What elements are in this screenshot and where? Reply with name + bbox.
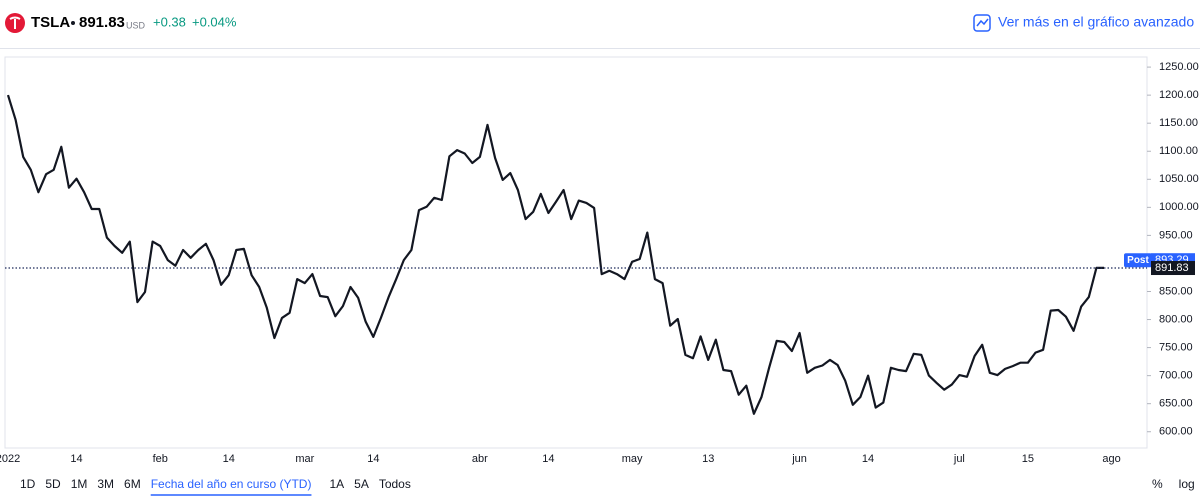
x-tick-label: 2022 [0,453,20,465]
price: 891.83 [79,14,125,31]
range-button[interactable]: 3M [97,477,114,491]
x-tick-label: 14 [542,453,554,465]
range-button[interactable]: 5A [354,477,369,491]
range-button[interactable]: Fecha del año en curso (YTD) [150,477,312,496]
header-svg: TSLA 891.83 USD +0.38 +0.04% Ver más en … [5,13,1194,33]
plot-frame [4,56,1148,449]
post-tag [1124,253,1152,268]
scale-button-label: log [1179,477,1195,491]
range-button-label: 1A [329,477,344,491]
y-tick-label: 650.00 [1159,398,1193,410]
range-button-label: 5A [354,477,369,491]
range-button[interactable]: 1D [20,477,36,491]
header: TSLA 891.83 USD +0.38 +0.04% Ver más en … [0,0,1200,49]
range-button-label: 5D [45,477,61,491]
y-tick-label: 1050.00 [1159,173,1199,185]
x-tick-label: 14 [367,453,379,465]
change-pct: +0.04% [192,14,237,29]
y-tick-label: 950.00 [1159,229,1193,241]
scale-button-label: % [1152,477,1163,491]
range-button-label: 1D [20,477,36,491]
x-tick-label: 15 [1022,453,1034,465]
change: +0.38 [153,14,186,29]
x-tick-label: may [622,453,643,465]
range-button-label: 6M [124,477,141,491]
last-price-label: 891.83 [1155,262,1189,274]
scale-button[interactable]: log [1179,477,1195,491]
x-tick-label: mar [295,453,314,465]
dot [71,21,75,25]
x-tick-label: 14 [223,453,235,465]
x-tick-label: jun [791,453,807,465]
link-icon-line [976,18,989,27]
y-tick-label: 1200.00 [1159,89,1199,101]
range-button[interactable]: Todos [379,477,411,491]
y-tick-label: 600.00 [1159,426,1193,438]
symbol: TSLA [31,14,70,31]
range-button[interactable]: 1A [329,477,344,491]
last-price-tag [1151,261,1195,276]
range-button-label: Todos [379,477,411,491]
y-tick-label: 1250.00 [1159,61,1199,73]
range-button[interactable]: 1M [71,477,88,491]
y-tick-label: 800.00 [1159,313,1193,325]
link-icon [973,14,991,32]
post-label: Post [1127,255,1149,266]
scale-button[interactable]: % [1152,477,1163,491]
y-tick-label: 1100.00 [1159,145,1198,157]
price-line [6,94,1104,415]
y-tick-label: 700.00 [1159,370,1193,382]
range-button-label: 1M [71,477,88,491]
range-button[interactable]: 5D [45,477,61,491]
range-button-label: Fecha del año en curso (YTD) [151,477,312,491]
y-tick-label: 750.00 [1159,341,1193,353]
x-tick-label: abr [472,453,488,465]
y-tick-label: 1000.00 [1159,201,1199,213]
link-text: Ver más en el gráfico avanzado [998,14,1194,30]
x-tick-label: 14 [70,453,82,465]
range-button[interactable]: 6M [124,477,141,491]
y-tick-label: 1150.00 [1159,117,1198,129]
x-tick-label: jul [953,453,965,465]
logo-mark [9,16,21,29]
chart: 600.00650.00700.00750.00800.00850.00900.… [0,56,1199,496]
x-tick-label: 13 [702,453,714,465]
x-tick-label: feb [153,453,168,465]
y-tick-label: 850.00 [1159,285,1193,297]
range-button-label: 3M [97,477,114,491]
x-tick-label: ago [1102,453,1120,465]
currency: USD [126,20,146,30]
x-tick-label: 14 [862,453,874,465]
advanced-link[interactable]: Ver más en el gráfico avanzado [973,14,1194,32]
